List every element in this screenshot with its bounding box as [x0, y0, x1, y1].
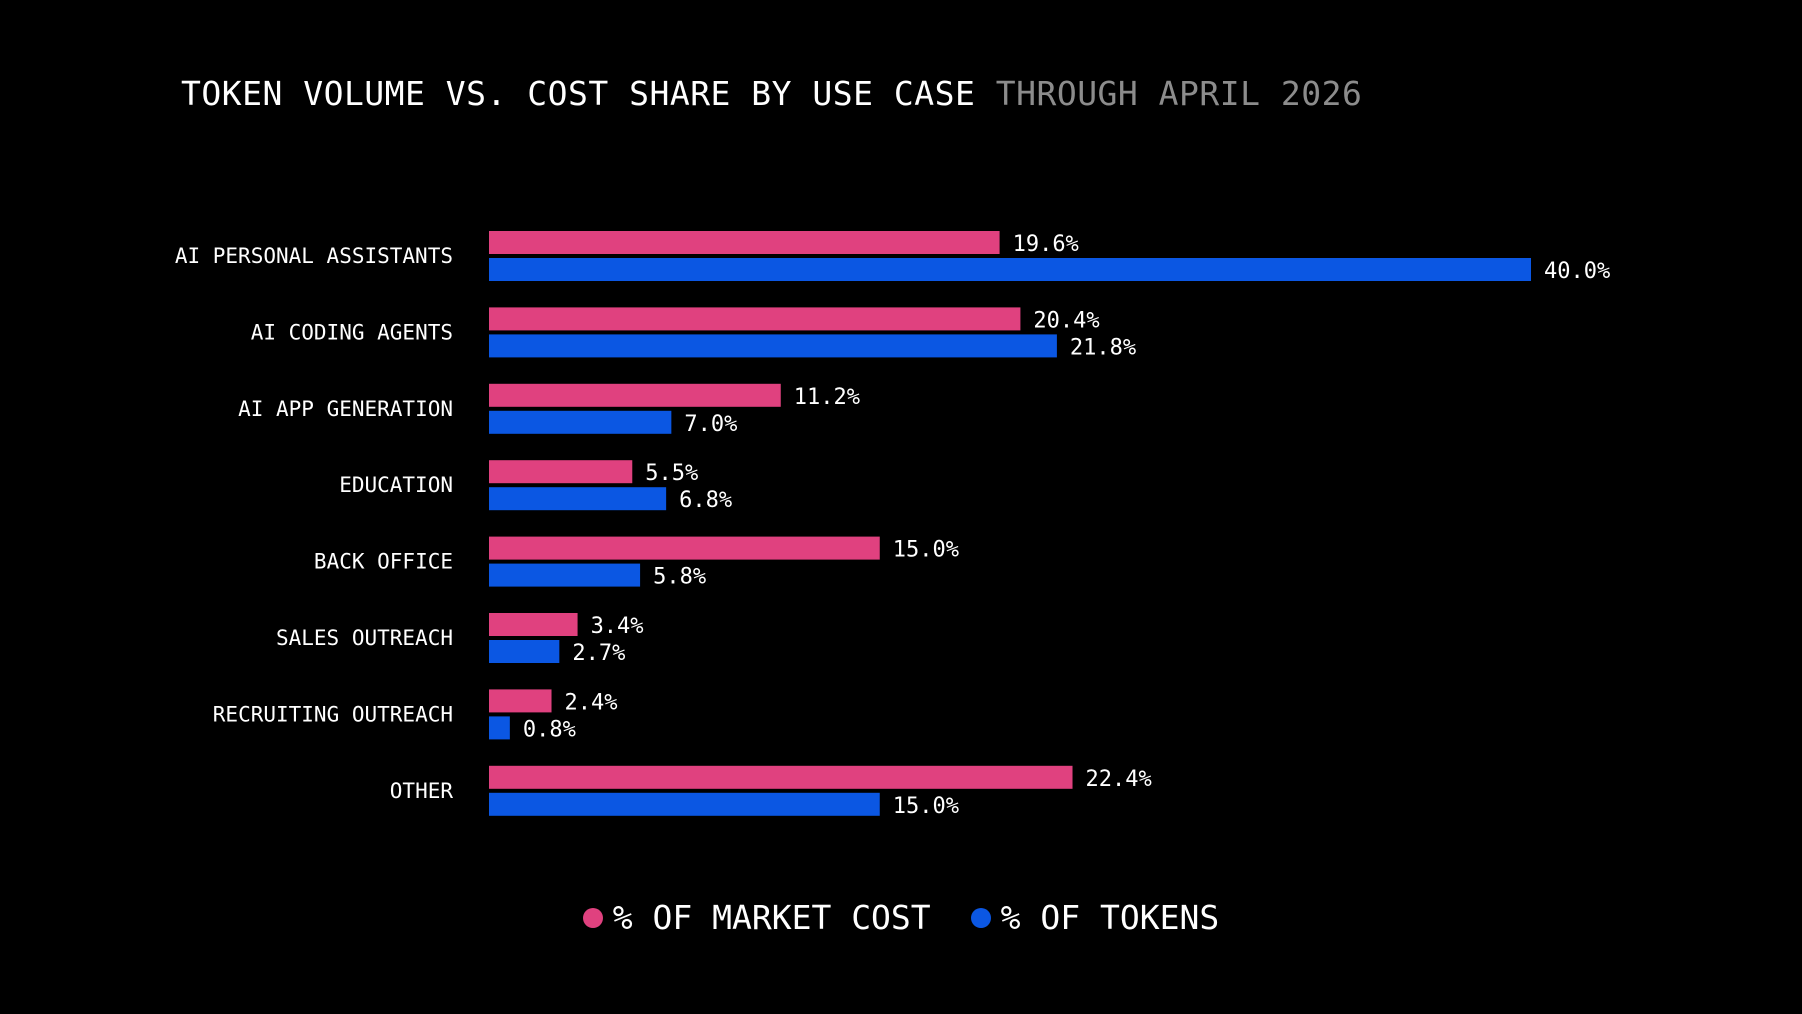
category-label-other: OTHER: [390, 779, 454, 803]
legend-item-tokens: % OF TOKENS: [970, 898, 1220, 937]
bar-chart: AI PERSONAL ASSISTANTS 19.6% 40.0% AI CODIN…: [175, 231, 1610, 819]
bar-cost-education: [489, 460, 633, 484]
data-label-cost-back-office: 15.0%: [893, 538, 959, 563]
data-label-cost-ai-coding-agents: 20.4%: [1033, 308, 1099, 333]
data-label-tokens-other: 15.0%: [893, 794, 959, 819]
category-label-ai-coding-agents: AI CODING AGENTS: [251, 320, 453, 344]
bar-cost-other: [489, 765, 1073, 789]
chart-subtitle: THROUGH APRIL 2026: [995, 74, 1363, 113]
bar-tokens-sales-outreach: [489, 640, 560, 663]
bar-tokens-recruiting-outreach: [489, 716, 510, 740]
data-label-cost-education: 5.5%: [645, 461, 698, 486]
category-label-sales-outreach: SALES OUTREACH: [276, 626, 453, 650]
category-label-back-office: BACK OFFICE: [314, 550, 453, 574]
data-label-tokens-ai-personal-assistants: 40.0%: [1544, 259, 1610, 284]
bar-cost-back-office: [489, 536, 880, 560]
category-label-ai-app-generation: AI APP GENERATION: [238, 397, 453, 421]
data-label-cost-other: 22.4%: [1086, 767, 1152, 792]
legend-item-cost: % OF MARKET COST: [582, 898, 931, 937]
data-label-tokens-back-office: 5.8%: [653, 565, 706, 590]
bar-cost-ai-personal-assistants: [489, 231, 1000, 254]
legend-label-cost: % OF MARKET COST: [612, 898, 931, 937]
category-label-ai-personal-assistants: AI PERSONAL ASSISTANTS: [175, 244, 453, 268]
bar-tokens-other: [489, 792, 880, 816]
category-label-recruiting-outreach: RECRUITING OUTREACH: [213, 702, 453, 726]
chart-title-main: TOKEN VOLUME VS. COST SHARE BY USE CASE: [181, 74, 976, 113]
category-label-education: EDUCATION: [339, 473, 453, 497]
legend-swatch-tokens: [970, 907, 991, 928]
bar-tokens-ai-app-generation: [489, 410, 672, 434]
bar-cost-recruiting-outreach: [489, 689, 552, 713]
bar-cost-ai-coding-agents: [489, 307, 1021, 331]
bar-tokens-education: [489, 487, 667, 511]
data-label-cost-recruiting-outreach: 2.4%: [565, 690, 618, 715]
chart-title: TOKEN VOLUME VS. COST SHARE BY USE CASE …: [181, 74, 1362, 113]
data-label-tokens-ai-coding-agents: 21.8%: [1070, 335, 1136, 360]
data-label-cost-ai-app-generation: 11.2%: [794, 385, 860, 410]
data-label-cost-ai-personal-assistants: 19.6%: [1013, 232, 1079, 257]
bar-cost-ai-app-generation: [489, 383, 781, 407]
bar-tokens-back-office: [489, 563, 641, 587]
data-label-tokens-sales-outreach: 2.7%: [572, 641, 625, 666]
bar-tokens-ai-coding-agents: [489, 334, 1057, 358]
data-label-tokens-ai-app-generation: 7.0%: [684, 412, 737, 437]
bar-tokens-ai-personal-assistants: [489, 258, 1531, 281]
legend: % OF MARKET COST % OF TOKENS: [0, 898, 1802, 937]
data-label-tokens-education: 6.8%: [679, 488, 732, 513]
legend-swatch-cost: [582, 907, 603, 928]
legend-label-tokens: % OF TOKENS: [1000, 898, 1220, 937]
bar-cost-sales-outreach: [489, 613, 578, 636]
data-label-cost-sales-outreach: 3.4%: [591, 614, 644, 639]
data-label-tokens-recruiting-outreach: 0.8%: [523, 717, 576, 742]
